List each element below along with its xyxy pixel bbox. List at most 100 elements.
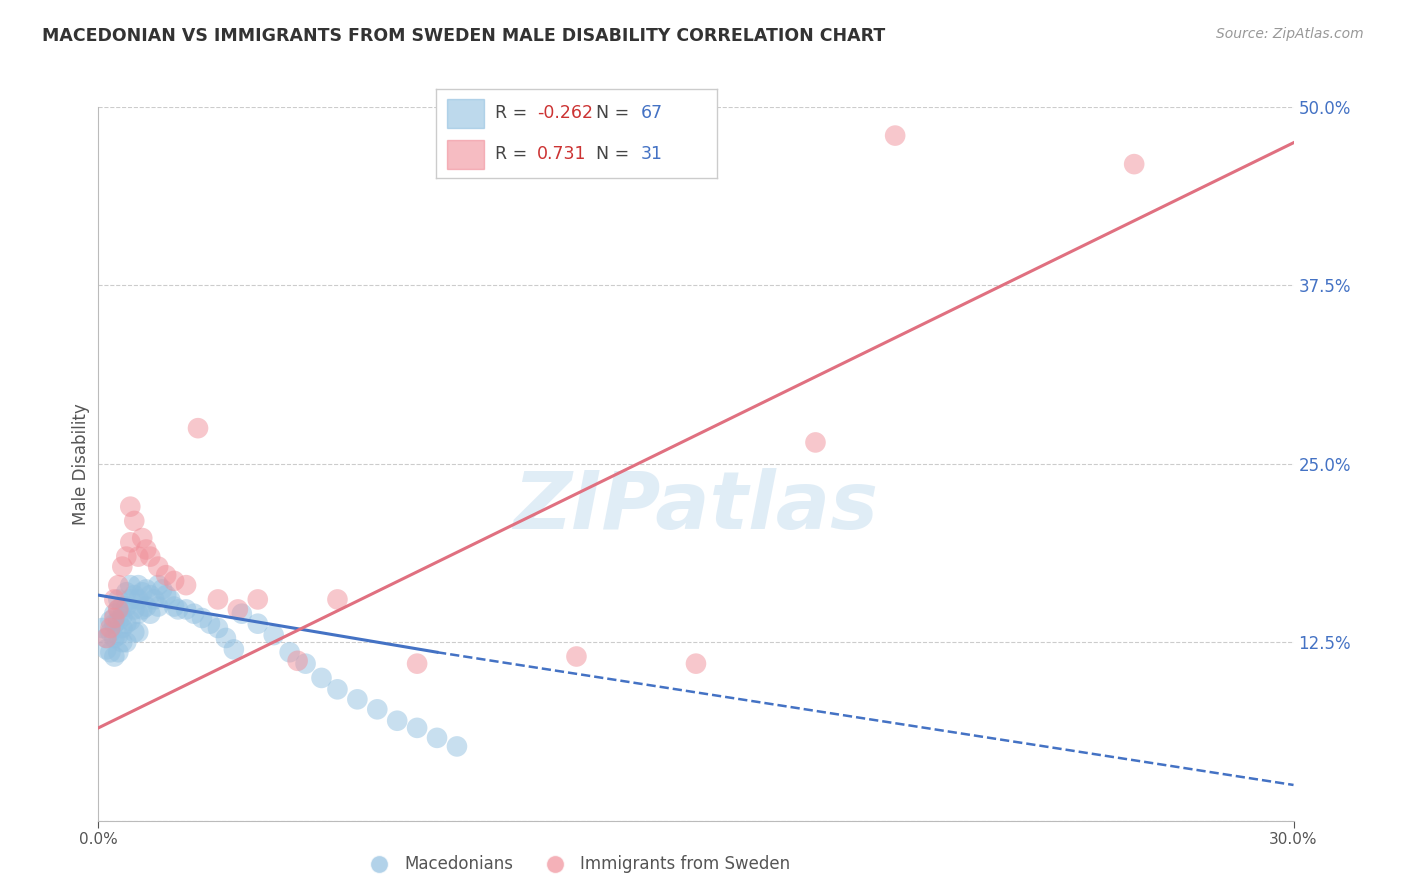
Point <box>155 568 177 582</box>
Point <box>246 616 269 631</box>
Point <box>565 649 588 664</box>
Point <box>115 585 138 599</box>
Point <box>167 602 190 616</box>
Text: MACEDONIAN VS IMMIGRANTS FROM SWEDEN MALE DISABILITY CORRELATION CHART: MACEDONIAN VS IMMIGRANTS FROM SWEDEN MAL… <box>42 27 886 45</box>
Point <box>127 592 149 607</box>
Point <box>115 599 138 614</box>
Legend: Macedonians, Immigrants from Sweden: Macedonians, Immigrants from Sweden <box>356 849 797 880</box>
Point <box>115 549 138 564</box>
Point <box>124 625 146 640</box>
Point <box>215 631 238 645</box>
Text: N =: N = <box>596 104 636 122</box>
Point <box>107 602 129 616</box>
Point <box>115 635 138 649</box>
Point <box>111 609 134 624</box>
Point <box>207 621 229 635</box>
Point <box>131 602 153 616</box>
Point <box>107 592 129 607</box>
Point <box>100 625 122 640</box>
Point <box>100 621 122 635</box>
Point <box>1123 157 1146 171</box>
Point <box>127 625 149 640</box>
Point <box>222 642 245 657</box>
Y-axis label: Male Disability: Male Disability <box>72 403 90 524</box>
Point <box>884 128 907 143</box>
Point <box>143 592 166 607</box>
Point <box>294 657 316 671</box>
Text: Source: ZipAtlas.com: Source: ZipAtlas.com <box>1216 27 1364 41</box>
Point <box>326 682 349 697</box>
Text: 31: 31 <box>641 145 664 163</box>
Point <box>139 549 162 564</box>
Point <box>198 616 221 631</box>
Point <box>107 614 129 628</box>
Point <box>139 588 162 602</box>
Text: N =: N = <box>596 145 636 163</box>
Point <box>191 611 214 625</box>
Text: ZIPatlas: ZIPatlas <box>513 467 879 546</box>
Point <box>91 621 114 635</box>
Point <box>326 592 349 607</box>
Point <box>406 657 429 671</box>
Point <box>278 645 301 659</box>
Point <box>120 614 142 628</box>
Point <box>231 607 253 621</box>
Point <box>159 592 181 607</box>
Point <box>111 599 134 614</box>
Text: 67: 67 <box>641 104 664 122</box>
Point <box>120 592 142 607</box>
Point <box>103 616 125 631</box>
Point <box>139 607 162 621</box>
Point <box>135 582 157 597</box>
FancyBboxPatch shape <box>447 99 484 128</box>
Point <box>174 578 197 592</box>
Point <box>426 731 449 745</box>
Point <box>311 671 333 685</box>
Point <box>150 582 173 597</box>
Point <box>148 578 170 592</box>
Point <box>135 542 157 557</box>
Point <box>107 578 129 592</box>
Point <box>685 657 707 671</box>
Point <box>226 602 249 616</box>
Point <box>155 588 177 602</box>
Point <box>127 578 149 592</box>
Point <box>406 721 429 735</box>
Point <box>131 531 153 545</box>
Point <box>187 421 209 435</box>
Text: R =: R = <box>495 104 533 122</box>
Point <box>183 607 205 621</box>
Point <box>96 642 118 657</box>
Point <box>103 649 125 664</box>
Point <box>163 574 186 588</box>
Point <box>287 654 309 668</box>
Point <box>207 592 229 607</box>
Point <box>107 645 129 659</box>
Point <box>103 611 125 625</box>
Point <box>346 692 368 706</box>
Point <box>107 602 129 616</box>
Point <box>111 635 134 649</box>
Point <box>103 592 125 607</box>
Point <box>100 645 122 659</box>
Point <box>135 599 157 614</box>
Point <box>124 588 146 602</box>
Point <box>127 549 149 564</box>
Point <box>111 621 134 635</box>
Point <box>107 628 129 642</box>
Point <box>148 559 170 574</box>
Point <box>804 435 827 450</box>
Point <box>131 585 153 599</box>
Point <box>96 631 118 645</box>
Point <box>127 607 149 621</box>
Point <box>163 599 186 614</box>
Text: R =: R = <box>495 145 538 163</box>
Point <box>103 607 125 621</box>
Text: -0.262: -0.262 <box>537 104 593 122</box>
Point <box>111 559 134 574</box>
FancyBboxPatch shape <box>447 140 484 169</box>
Point <box>366 702 388 716</box>
Point <box>174 602 197 616</box>
Point <box>446 739 468 754</box>
Point <box>103 631 125 645</box>
